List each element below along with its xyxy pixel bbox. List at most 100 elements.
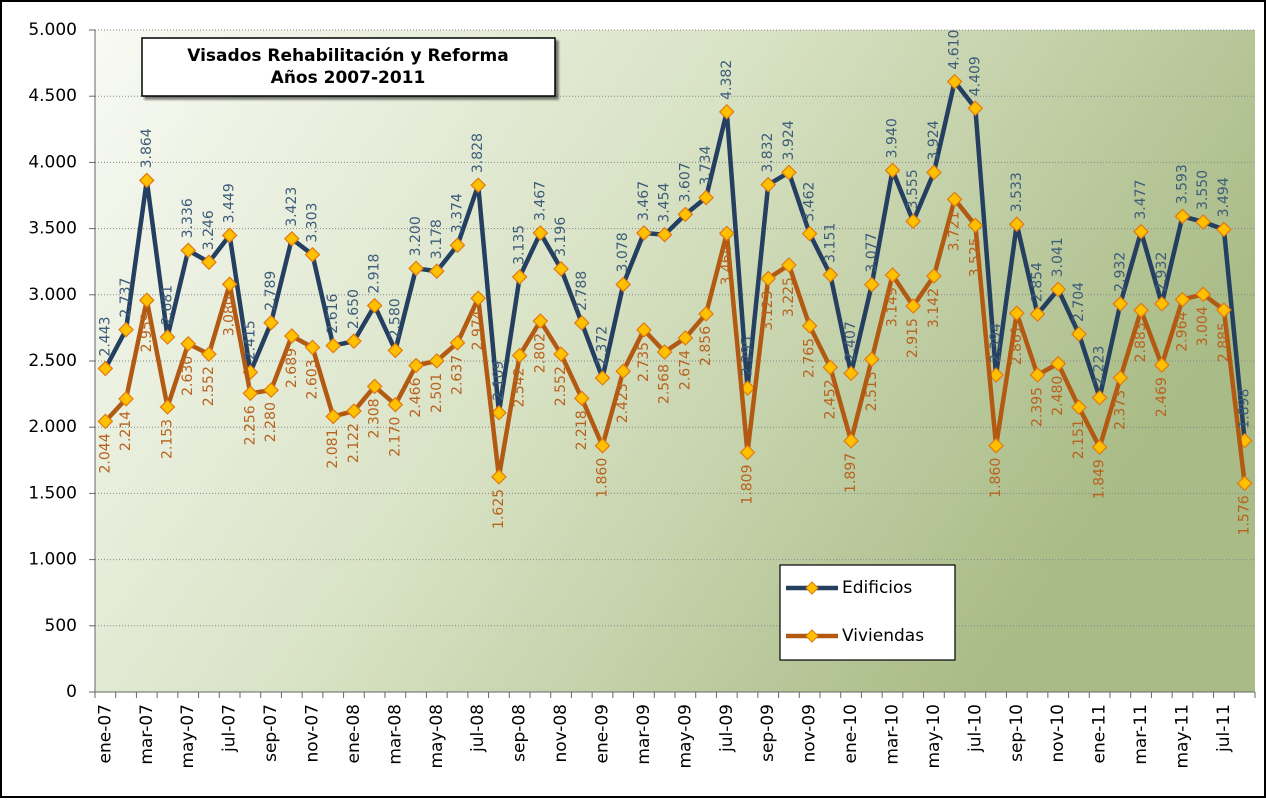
data-label: 2.423 xyxy=(615,383,631,423)
data-label: 2.153 xyxy=(160,419,176,459)
data-label: 3.924 xyxy=(781,120,797,160)
marker xyxy=(180,242,197,259)
x-tick-label: mar-10 xyxy=(883,704,903,765)
x-tick-label: ene-10 xyxy=(841,704,861,763)
marker xyxy=(1071,399,1087,416)
marker xyxy=(822,266,839,283)
data-label: 2.918 xyxy=(367,254,383,294)
y-tick-label: 3.000 xyxy=(28,285,77,305)
y-tick-label: 0 xyxy=(66,682,77,702)
legend-label: Edificios xyxy=(842,578,912,598)
marker xyxy=(718,103,735,120)
marker xyxy=(366,378,383,395)
data-label: 3.004 xyxy=(1195,306,1211,346)
data-label: 3.123 xyxy=(760,291,776,331)
data-label: 1.897 xyxy=(843,453,859,493)
marker xyxy=(926,268,942,284)
marker xyxy=(491,469,507,485)
data-label: 3.533 xyxy=(1009,172,1025,212)
marker xyxy=(263,314,279,331)
y-tick-label: 500 xyxy=(45,616,77,636)
data-label: 3.467 xyxy=(532,181,548,221)
data-label: 4.382 xyxy=(719,60,735,100)
marker xyxy=(408,357,424,374)
marker xyxy=(1174,291,1191,308)
marker xyxy=(946,191,963,208)
data-label: 2.854 xyxy=(1030,262,1046,302)
data-label: 3.924 xyxy=(926,120,942,160)
data-label: 2.501 xyxy=(429,373,445,413)
data-label: 3.303 xyxy=(305,203,321,243)
y-tick-label: 3.500 xyxy=(28,219,77,239)
data-label: 2.650 xyxy=(346,289,362,329)
marker xyxy=(843,432,859,449)
data-label: 3.550 xyxy=(1195,170,1211,210)
x-tick-label: may-11 xyxy=(1173,704,1193,769)
x-tick-label: sep-09 xyxy=(758,704,778,762)
marker xyxy=(118,391,134,407)
data-label: 2.552 xyxy=(201,366,217,406)
marker xyxy=(760,270,777,287)
y-tick-label: 4.500 xyxy=(28,86,77,106)
marker xyxy=(1133,302,1149,319)
marker xyxy=(573,315,590,331)
x-tick-label: ene-07 xyxy=(95,704,115,763)
data-label: 3.041 xyxy=(1050,237,1066,277)
marker xyxy=(553,261,569,277)
data-label: 2.603 xyxy=(305,359,321,399)
data-label: 3.423 xyxy=(284,187,300,227)
data-label: 3.151 xyxy=(822,223,838,263)
x-tick-label: sep-08 xyxy=(510,704,530,762)
marker xyxy=(843,365,859,382)
chart-subtitle: Años 2007-2011 xyxy=(271,68,426,88)
data-label: 2.737 xyxy=(118,278,134,318)
data-label: 3.149 xyxy=(885,287,901,327)
data-label: 3.828 xyxy=(470,133,486,173)
data-label: 2.915 xyxy=(905,318,921,358)
data-label: 3.196 xyxy=(553,217,569,257)
marker xyxy=(532,313,549,329)
data-label: 2.637 xyxy=(450,355,466,395)
data-label: 3.832 xyxy=(760,133,776,173)
marker xyxy=(677,330,694,346)
marker xyxy=(739,444,756,461)
marker xyxy=(698,306,714,322)
data-label: 3.734 xyxy=(698,145,714,185)
marker xyxy=(221,276,238,293)
marker xyxy=(801,318,818,334)
data-label: 3.454 xyxy=(657,183,673,223)
data-label: 2.856 xyxy=(698,326,714,366)
marker xyxy=(1112,369,1129,386)
marker xyxy=(304,246,321,263)
marker xyxy=(511,347,528,364)
data-label: 2.218 xyxy=(574,410,590,450)
legend-box xyxy=(779,564,956,661)
marker xyxy=(988,437,1004,454)
x-tick-label: ene-11 xyxy=(1090,704,1110,763)
marker xyxy=(760,176,777,193)
x-tick-label: mar-11 xyxy=(1131,704,1151,765)
data-label: 3.449 xyxy=(222,183,238,223)
marker xyxy=(138,172,155,189)
marker xyxy=(159,329,176,345)
marker xyxy=(304,339,321,356)
marker xyxy=(884,162,901,179)
data-label: 3.864 xyxy=(139,128,155,168)
marker xyxy=(491,404,507,421)
data-label: 2.704 xyxy=(1071,282,1087,322)
marker xyxy=(1008,216,1025,233)
data-label: 3.200 xyxy=(408,216,424,256)
marker xyxy=(242,385,259,402)
data-label: 2.542 xyxy=(512,367,528,407)
data-label: 2.170 xyxy=(387,417,403,457)
marker xyxy=(967,100,984,117)
data-label: 2.765 xyxy=(802,338,818,378)
marker xyxy=(636,225,652,241)
data-label: 3.940 xyxy=(885,118,901,158)
marker xyxy=(1133,223,1149,240)
marker xyxy=(553,346,569,362)
data-label: 1.860 xyxy=(988,458,1004,498)
data-label: 1.625 xyxy=(491,489,507,529)
title-box xyxy=(141,37,556,97)
